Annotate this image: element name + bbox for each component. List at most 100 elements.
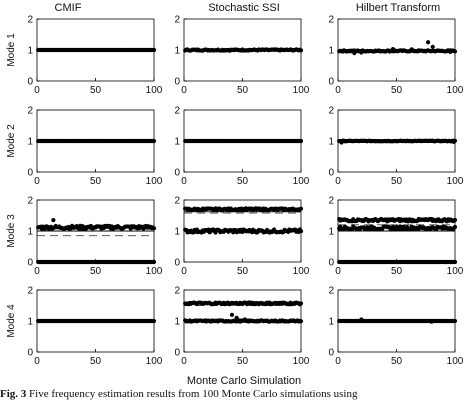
panel-mode-4-cmif-y-tick-label: 0 bbox=[27, 348, 33, 359]
panel-mode-2-hilbert-transform-point bbox=[451, 139, 456, 145]
panel-mode-1-stochastic-ssi: 0 1 2 0 50 100 bbox=[174, 15, 309, 97]
caption-text: Five frequency estimation results from 1… bbox=[26, 388, 358, 400]
panel-mode-2-stochastic-ssi-x-tick-label: 0 bbox=[181, 176, 187, 187]
panel-mode-4-hilbert-transform-x-tick-label: 50 bbox=[391, 356, 403, 367]
panel-mode-2-cmif-point bbox=[151, 138, 157, 144]
panel-mode-1-cmif-x-tick-label: 100 bbox=[146, 85, 163, 96]
column-title-stochastic-ssi: Stochastic SSI bbox=[208, 2, 280, 14]
panel-mode-1-stochastic-ssi-x-tick-label: 0 bbox=[181, 85, 187, 96]
panel-mode-4-cmif-x-tick-label: 50 bbox=[90, 356, 102, 367]
row-label-mode-3: Mode 3 bbox=[6, 214, 17, 248]
panel-mode-3-stochastic-ssi-x-tick-label: 50 bbox=[237, 266, 249, 277]
panel-mode-4-hilbert-transform-x-tick-label: 0 bbox=[335, 356, 341, 367]
panel-mode-4-stochastic-ssi-point bbox=[229, 312, 235, 317]
panel-mode-4-cmif-point bbox=[151, 318, 157, 324]
panel-mode-3-hilbert-transform-y-tick-label: 0 bbox=[328, 258, 334, 269]
panel-mode-2-hilbert-transform-y-tick-label: 0 bbox=[328, 168, 334, 179]
panel-mode-2-hilbert-transform-y-tick-label: 1 bbox=[328, 137, 334, 148]
panel-mode-1-hilbert-transform-point bbox=[430, 44, 435, 50]
panel-mode-4-hilbert-transform-point bbox=[429, 319, 434, 324]
panel-mode-2-stochastic-ssi: 0 1 2 0 50 100 bbox=[174, 106, 309, 188]
panel-mode-3-cmif-point bbox=[51, 218, 56, 223]
panel-mode-4-stochastic-ssi-point bbox=[298, 319, 304, 324]
panel-mode-4-hilbert-transform-point bbox=[359, 317, 364, 322]
panel-mode-1-cmif: 0 1 2 0 50 100 bbox=[27, 15, 162, 97]
panel-mode-2-stochastic-ssi-x-tick-label: 100 bbox=[293, 176, 310, 187]
panel-mode-4-stochastic-ssi-y-tick-label: 0 bbox=[174, 348, 180, 359]
panel-mode-3-cmif-x-tick-label: 50 bbox=[90, 266, 102, 277]
panel-mode-3-cmif-point bbox=[151, 259, 157, 265]
caption-label: Fig. 3 bbox=[0, 388, 27, 400]
panel-mode-1-stochastic-ssi-y-tick-label: 2 bbox=[174, 15, 180, 26]
panel-mode-2-stochastic-ssi-point bbox=[298, 138, 304, 144]
panel-mode-3-stochastic-ssi-x-tick-label: 0 bbox=[181, 266, 187, 277]
panel-mode-2-hilbert-transform-x-tick-label: 100 bbox=[447, 176, 464, 187]
panel-mode-4-hilbert-transform-y-tick-label: 0 bbox=[328, 348, 334, 359]
panel-mode-4-cmif-y-tick-label: 2 bbox=[27, 286, 33, 297]
panel-mode-3-cmif-y-tick-label: 0 bbox=[27, 258, 33, 269]
panel-mode-1-stochastic-ssi-x-tick-label: 100 bbox=[293, 85, 310, 96]
panel-mode-4-stochastic-ssi-point bbox=[298, 301, 304, 306]
panel-mode-2-cmif-y-tick-label: 1 bbox=[27, 137, 33, 148]
panel-mode-2-cmif: 0 1 2 0 50 100 bbox=[27, 106, 162, 188]
panel-mode-1-hilbert-transform-point bbox=[425, 40, 431, 45]
panel-mode-4-stochastic-ssi: 0 1 2 0 50 100 bbox=[174, 286, 309, 368]
x-axis-label: Monte Carlo Simulation bbox=[187, 375, 301, 387]
panel-mode-4-cmif-x-tick-label: 100 bbox=[146, 356, 163, 367]
panel-mode-3-cmif-x-tick-label: 0 bbox=[34, 266, 40, 277]
panel-mode-2-hilbert-transform-x-tick-label: 50 bbox=[391, 176, 403, 187]
panel-mode-1-hilbert-transform-x-tick-label: 100 bbox=[447, 85, 464, 96]
panel-mode-1-hilbert-transform-y-tick-label: 1 bbox=[328, 46, 334, 57]
panel-mode-1-hilbert-transform: 0 1 2 0 50 100 bbox=[328, 15, 463, 97]
panel-mode-1-cmif-y-tick-label: 1 bbox=[27, 46, 33, 57]
panel-mode-2-stochastic-ssi-y-tick-label: 2 bbox=[174, 106, 180, 117]
panel-mode-2-cmif-x-tick-label: 50 bbox=[90, 176, 102, 187]
panel-mode-1-cmif-y-tick-label: 2 bbox=[27, 15, 33, 26]
panel-mode-4-stochastic-ssi-point bbox=[234, 315, 239, 320]
panel-mode-2-hilbert-transform: 0 1 2 0 50 100 bbox=[328, 106, 463, 188]
panel-mode-3-hilbert-transform-point bbox=[452, 259, 458, 265]
panel-mode-1-hilbert-transform-y-tick-label: 0 bbox=[328, 77, 334, 88]
row-label-mode-4: Mode 4 bbox=[6, 304, 17, 338]
panel-mode-1-hilbert-transform-point bbox=[452, 49, 458, 54]
panel-mode-1-cmif-x-tick-label: 0 bbox=[34, 85, 40, 96]
panel-mode-2-hilbert-transform-y-tick-label: 2 bbox=[328, 106, 334, 117]
panel-mode-4-hilbert-transform-y-tick-label: 2 bbox=[328, 286, 334, 297]
panel-mode-1-stochastic-ssi-y-tick-label: 1 bbox=[174, 46, 180, 57]
panel-mode-2-stochastic-ssi-y-tick-label: 0 bbox=[174, 168, 180, 179]
panel-mode-1-cmif-point bbox=[151, 47, 157, 53]
panel-mode-3-stochastic-ssi-point bbox=[298, 228, 304, 234]
figure-canvas: CMIF Stochastic SSI Hilbert Transform Mo… bbox=[6, 2, 464, 387]
panel-mode-1-cmif-x-tick-label: 50 bbox=[90, 85, 102, 96]
panel-mode-4-stochastic-ssi-x-tick-label: 50 bbox=[237, 356, 249, 367]
panel-mode-4-stochastic-ssi-y-tick-label: 1 bbox=[174, 317, 180, 328]
panel-mode-1-cmif-y-tick-label: 0 bbox=[27, 77, 33, 88]
column-title-cmif: CMIF bbox=[55, 2, 82, 14]
panel-mode-3-hilbert-transform-y-tick-label: 1 bbox=[328, 227, 334, 238]
panel-mode-3-hilbert-transform-x-tick-label: 100 bbox=[447, 266, 464, 277]
panel-mode-3-stochastic-ssi-x-tick-label: 100 bbox=[293, 266, 310, 277]
panel-mode-3-stochastic-ssi-y-tick-label: 2 bbox=[174, 196, 180, 207]
panel-mode-3-cmif-x-tick-label: 100 bbox=[146, 266, 163, 277]
panel-mode-2-hilbert-transform-point bbox=[339, 140, 344, 145]
panel-mode-1-hilbert-transform-x-tick-label: 50 bbox=[391, 85, 403, 96]
panel-mode-3-hilbert-transform-point bbox=[452, 217, 458, 223]
panel-mode-4-stochastic-ssi-y-tick-label: 2 bbox=[174, 286, 180, 297]
panel-mode-3-cmif-point bbox=[151, 226, 157, 231]
panel-mode-2-cmif-x-tick-label: 100 bbox=[146, 176, 163, 187]
panel-mode-3-cmif: 0 1 2 0 50 100 bbox=[27, 196, 162, 278]
panel-mode-3-stochastic-ssi-y-tick-label: 0 bbox=[174, 258, 180, 269]
panel-mode-1-hilbert-transform-point bbox=[448, 49, 453, 54]
panel-mode-4-hilbert-transform-x-tick-label: 100 bbox=[447, 356, 464, 367]
panel-mode-2-hilbert-transform-x-tick-label: 0 bbox=[335, 176, 341, 187]
panel-mode-3-hilbert-transform: 0 1 2 0 50 100 bbox=[328, 196, 463, 278]
panel-mode-3-stochastic-ssi-y-tick-label: 1 bbox=[174, 227, 180, 238]
panel-mode-3-cmif-y-tick-label: 1 bbox=[27, 227, 33, 238]
panel-mode-1-hilbert-transform-point bbox=[352, 51, 357, 56]
panel-mode-3-stochastic-ssi-point bbox=[298, 206, 304, 211]
panel-mode-1-stochastic-ssi-x-tick-label: 50 bbox=[237, 85, 249, 96]
panel-mode-4-stochastic-ssi-x-tick-label: 0 bbox=[181, 356, 187, 367]
panel-mode-2-cmif-y-tick-label: 0 bbox=[27, 168, 33, 179]
figure-caption: Fig. 3 Five frequency estimation results… bbox=[0, 388, 474, 405]
panel-mode-3-hilbert-transform-y-tick-label: 2 bbox=[328, 196, 334, 207]
